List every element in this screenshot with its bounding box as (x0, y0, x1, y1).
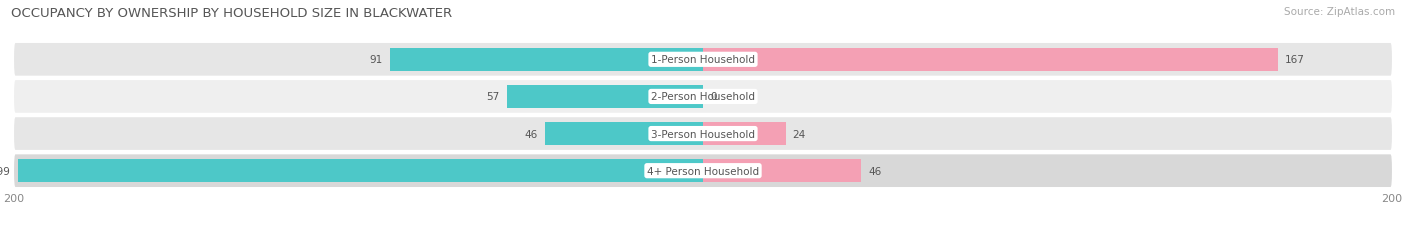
Bar (506, 85, 703, 109)
Text: Source: ZipAtlas.com: Source: ZipAtlas.com (1284, 7, 1395, 17)
Bar (703, 122, 786, 146)
Text: 167: 167 (1285, 55, 1305, 65)
Text: 91: 91 (370, 55, 382, 65)
Bar (703, 49, 1278, 72)
FancyBboxPatch shape (14, 44, 1392, 76)
Text: 46: 46 (869, 166, 882, 176)
Text: 24: 24 (793, 129, 806, 139)
Text: 57: 57 (486, 92, 499, 102)
Text: 3-Person Household: 3-Person Household (651, 129, 755, 139)
Bar (544, 122, 703, 146)
Text: 1-Person Household: 1-Person Household (651, 55, 755, 65)
Text: 0: 0 (710, 92, 717, 102)
FancyBboxPatch shape (14, 155, 1392, 187)
Bar (389, 49, 703, 72)
Bar (17, 159, 703, 182)
FancyBboxPatch shape (14, 118, 1392, 150)
Bar (703, 159, 862, 182)
FancyBboxPatch shape (14, 81, 1392, 113)
Text: OCCUPANCY BY OWNERSHIP BY HOUSEHOLD SIZE IN BLACKWATER: OCCUPANCY BY OWNERSHIP BY HOUSEHOLD SIZE… (11, 7, 453, 20)
Text: 2-Person Household: 2-Person Household (651, 92, 755, 102)
Text: 46: 46 (524, 129, 537, 139)
Text: 199: 199 (0, 166, 11, 176)
Text: 4+ Person Household: 4+ Person Household (647, 166, 759, 176)
